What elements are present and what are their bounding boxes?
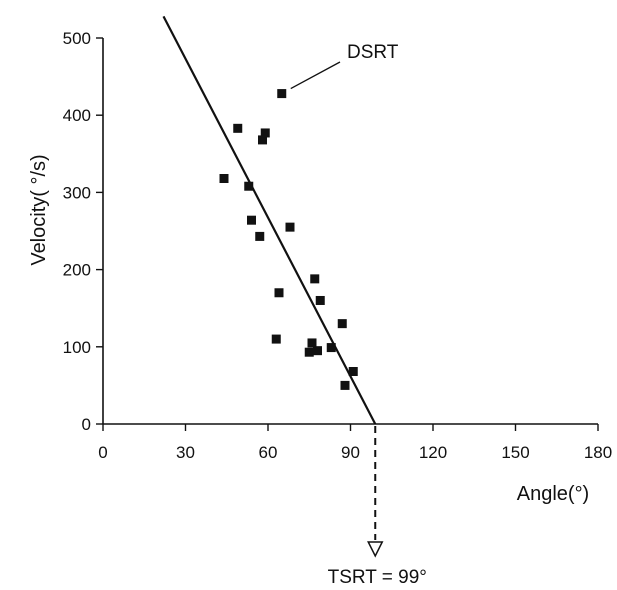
data-point [326, 343, 336, 353]
data-point [348, 367, 358, 377]
y-tick-label: 100 [63, 338, 91, 357]
data-point [277, 89, 287, 99]
tsrt-arrowhead [367, 541, 384, 558]
y-tick-label: 200 [63, 261, 91, 280]
tsrt-label: TSRT = 99° [328, 567, 427, 588]
data-point [233, 123, 243, 133]
data-point [307, 338, 317, 348]
dsrt-leader-line [290, 61, 341, 90]
data-point [337, 319, 347, 329]
plot-area [162, 15, 377, 425]
x-axis-title: Angle(°) [517, 483, 589, 505]
x-tick-label: 30 [176, 443, 195, 462]
data-point [340, 380, 350, 390]
y-tick-label: 0 [82, 415, 91, 434]
x-tick-label: 150 [501, 443, 529, 462]
data-point [274, 288, 284, 298]
data-point [255, 231, 265, 241]
x-tick-label: 180 [584, 443, 612, 462]
annotations: DSRT TSRT = 99° [290, 42, 427, 588]
data-point [285, 222, 295, 232]
dsrt-label: DSRT [347, 42, 399, 63]
data-point [315, 295, 325, 305]
data-point [310, 274, 320, 284]
data-point [313, 346, 322, 356]
data-point [260, 128, 270, 138]
axes: Angle(°) Velocity( °/s) 0 30 60 90 120 150 180… [28, 29, 612, 505]
data-point [247, 215, 256, 225]
x-tick-label: 0 [98, 443, 107, 462]
y-tick-label: 500 [63, 29, 91, 48]
y-tick-label: 400 [63, 106, 91, 125]
x-tick-label: 90 [341, 443, 360, 462]
data-point [304, 347, 314, 357]
y-tick-label: 300 [63, 183, 91, 202]
data-point [271, 334, 281, 344]
x-tick-label: 60 [259, 443, 278, 462]
data-point [244, 181, 254, 191]
x-tick-label: 120 [419, 443, 447, 462]
regression-line [162, 15, 377, 425]
data-point [258, 135, 267, 145]
data-point [219, 174, 229, 184]
y-axis-title: Velocity( °/s) [28, 154, 50, 265]
